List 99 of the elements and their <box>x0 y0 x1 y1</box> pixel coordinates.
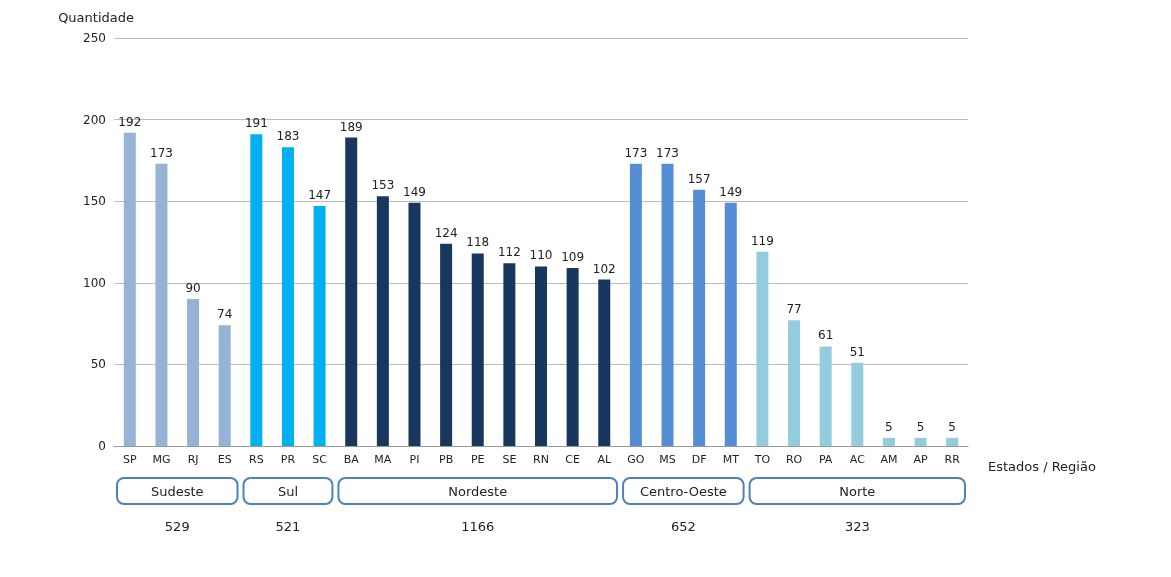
y-tick-label: 150 <box>83 194 106 209</box>
bar <box>566 268 579 446</box>
data-label: 118 <box>466 235 490 250</box>
x-tick-label: BA <box>343 453 360 466</box>
bar <box>724 202 737 446</box>
x-tick-label: RR <box>944 453 961 466</box>
y-tick-label: 250 <box>83 31 106 45</box>
data-label: 157 <box>687 171 711 186</box>
x-tick-label: MG <box>152 453 171 466</box>
x-tick-label: RS <box>249 453 264 466</box>
bar <box>598 279 611 446</box>
y-axis-title: Quantidade <box>58 10 134 25</box>
x-tick-label: SC <box>312 453 328 466</box>
text: 1166 <box>461 518 495 534</box>
data-label: 109 <box>561 250 585 265</box>
text: Sul <box>277 483 299 499</box>
x-tick-label: AC <box>849 453 866 466</box>
x-tick-label: SE <box>502 453 517 466</box>
y-tick-label: 200 <box>83 112 106 127</box>
y-tick-label: 50 <box>90 357 106 372</box>
data-label: 5 <box>916 419 925 434</box>
bar <box>661 163 674 446</box>
text: 521 <box>275 518 301 534</box>
x-tick-label: AL <box>597 453 612 466</box>
bar <box>946 437 959 446</box>
data-label: 77 <box>786 302 802 317</box>
bar <box>313 206 326 446</box>
bar <box>788 320 801 446</box>
bar <box>503 263 516 446</box>
x-tick-label: CE <box>565 453 580 466</box>
bar <box>345 137 358 446</box>
data-label: 173 <box>624 145 648 160</box>
data-label: 153 <box>371 178 395 193</box>
x-tick-label: AP <box>913 453 928 466</box>
data-label: 124 <box>434 225 458 240</box>
bar <box>882 437 895 446</box>
bar <box>408 202 421 446</box>
bar <box>376 196 389 446</box>
data-label: 5 <box>948 419 957 434</box>
data-label: 149 <box>719 184 743 199</box>
x-tick-label: AM <box>880 453 898 466</box>
x-tick-label: MS <box>659 453 676 466</box>
x-tick-label: SP <box>123 453 137 466</box>
x-tick-label: MA <box>374 453 392 466</box>
x-tick-label: DF <box>691 453 707 466</box>
bar <box>123 132 136 446</box>
bar <box>629 163 642 446</box>
bar <box>187 299 200 446</box>
x-tick-label: PB <box>439 453 454 466</box>
bar <box>218 325 231 446</box>
data-label: 149 <box>403 184 426 199</box>
text: 529 <box>164 518 190 534</box>
data-label: 192 <box>118 114 142 129</box>
bar <box>851 362 864 446</box>
x-tick-label: TO <box>753 453 771 466</box>
bar <box>155 163 168 446</box>
text: 652 <box>670 518 696 534</box>
text: Nordeste <box>448 483 508 499</box>
bar <box>250 134 263 446</box>
data-label: 173 <box>656 145 679 160</box>
data-label: 74 <box>217 307 233 322</box>
x-tick-label: ES <box>217 453 232 466</box>
data-label: 183 <box>276 129 300 144</box>
text: 323 <box>844 518 870 534</box>
x-tick-label: MT <box>722 453 740 466</box>
x-tick-label: PE <box>470 453 485 466</box>
data-label: 189 <box>339 119 363 134</box>
data-label: 90 <box>185 281 201 296</box>
data-label: 191 <box>244 116 268 131</box>
data-label: 119 <box>750 233 774 248</box>
text: Sudeste <box>150 483 204 499</box>
x-tick-label: RJ <box>187 453 199 466</box>
bar <box>440 243 453 446</box>
bar <box>693 189 706 446</box>
x-tick-label: PA <box>818 453 833 466</box>
text: Centro-Oeste <box>639 483 727 499</box>
data-label: 5 <box>885 419 893 434</box>
bar <box>281 147 294 446</box>
bar <box>756 251 769 446</box>
data-label: 112 <box>497 245 521 260</box>
bar <box>535 266 547 446</box>
bar <box>914 437 927 446</box>
y-tick-label: 0 <box>98 439 106 453</box>
text: Norte <box>839 483 876 499</box>
bar <box>471 253 484 446</box>
bar <box>819 346 832 446</box>
data-label: 110 <box>529 248 553 263</box>
x-tick-label: RO <box>785 453 803 466</box>
x-axis-title: Estados / Região <box>988 459 1096 474</box>
data-label: 173 <box>149 145 173 160</box>
x-tick-label: PR <box>280 453 296 466</box>
x-tick-label: RN <box>533 453 549 466</box>
data-label: 147 <box>308 188 332 203</box>
y-tick-label: 100 <box>83 275 106 290</box>
data-label: 51 <box>849 344 865 359</box>
data-label: 102 <box>592 261 616 276</box>
x-tick-label: PI <box>409 453 420 466</box>
x-tick-label: GO <box>627 453 645 466</box>
data-label: 61 <box>818 328 834 343</box>
